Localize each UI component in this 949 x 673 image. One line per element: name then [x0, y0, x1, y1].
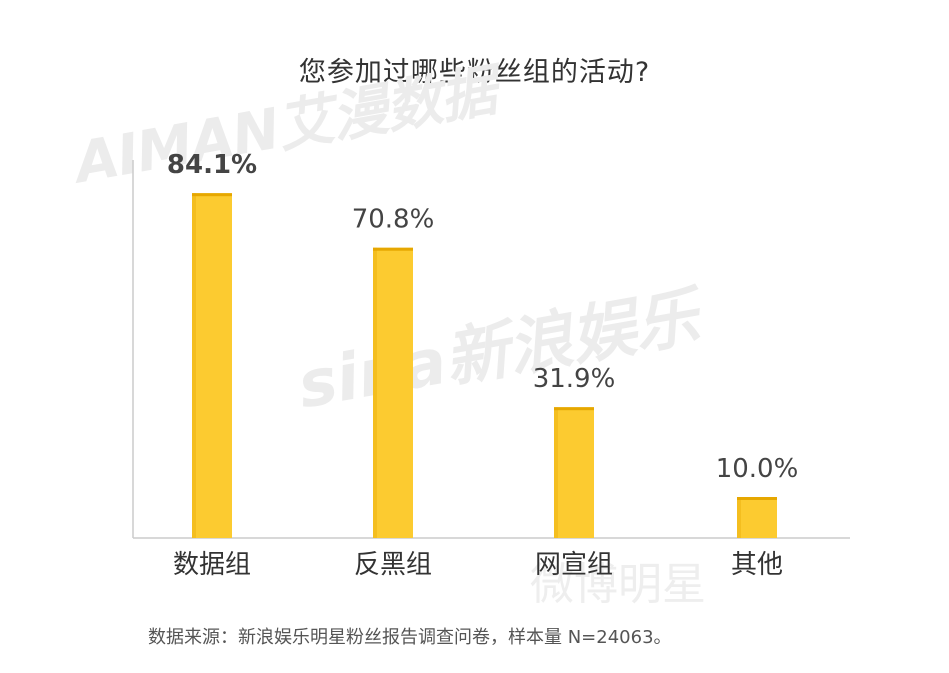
category-label: 网宣组	[535, 550, 613, 580]
bar-value-label: 10.0%	[716, 454, 799, 484]
bar-group: 84.1% 数据组	[167, 150, 257, 580]
bar-shade	[737, 497, 741, 538]
bar-group: 70.8% 反黑组	[352, 205, 435, 580]
chart-title: 您参加过哪些粉丝组的活动?	[298, 57, 651, 88]
bar-shade	[373, 247, 377, 538]
bar-group: 31.9% 网宣组	[533, 364, 616, 580]
bar-value-label: 70.8%	[352, 205, 435, 235]
bar	[373, 247, 413, 538]
source-note: 数据来源：新浪娱乐明星粉丝报告调查问卷，样本量 N=24063。	[148, 627, 672, 648]
bar-value-label: 31.9%	[533, 364, 616, 394]
bar-shade	[554, 407, 558, 538]
bar	[192, 193, 232, 538]
weibo-watermark: 微博明星	[530, 559, 706, 610]
category-label: 反黑组	[354, 550, 432, 580]
bar	[737, 497, 777, 538]
category-label: 数据组	[173, 550, 251, 580]
bar-shade	[192, 193, 196, 538]
bar-top-cap	[192, 193, 232, 197]
bar-top-cap	[554, 407, 594, 411]
bar-top-cap	[373, 247, 413, 251]
bar	[554, 407, 594, 538]
bar-group: 10.0% 其他	[716, 454, 799, 580]
bar-top-cap	[737, 497, 777, 500]
bar-value-label: 84.1%	[167, 150, 257, 180]
category-label: 其他	[731, 550, 783, 580]
